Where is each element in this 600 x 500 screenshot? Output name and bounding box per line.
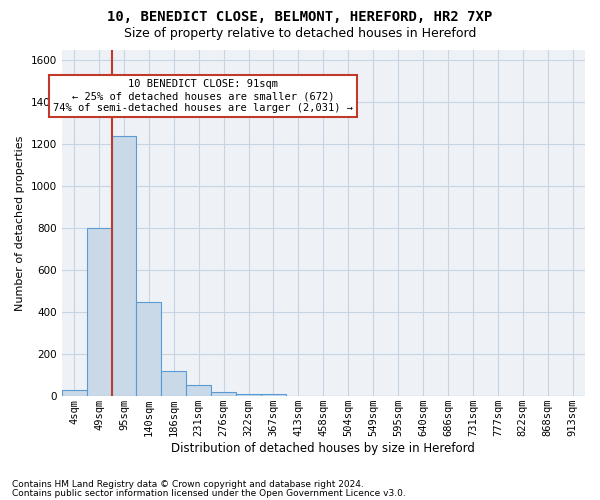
Bar [136,302,161,396]
Text: Contains public sector information licensed under the Open Government Licence v3: Contains public sector information licen… [12,488,406,498]
Bar [186,384,211,396]
Bar [112,136,136,396]
Bar [62,390,86,396]
Text: Contains HM Land Registry data © Crown copyright and database right 2024.: Contains HM Land Registry data © Crown c… [12,480,364,489]
Text: 10, BENEDICT CLOSE, BELMONT, HEREFORD, HR2 7XP: 10, BENEDICT CLOSE, BELMONT, HEREFORD, H… [107,10,493,24]
Bar [236,394,261,396]
X-axis label: Distribution of detached houses by size in Hereford: Distribution of detached houses by size … [172,442,475,455]
Text: 10 BENEDICT CLOSE: 91sqm
← 25% of detached houses are smaller (672)
74% of semi-: 10 BENEDICT CLOSE: 91sqm ← 25% of detach… [53,80,353,112]
Bar [161,371,186,396]
Text: Size of property relative to detached houses in Hereford: Size of property relative to detached ho… [124,28,476,40]
Bar [86,228,112,396]
Y-axis label: Number of detached properties: Number of detached properties [15,136,25,311]
Bar [211,392,236,396]
Bar [261,394,286,396]
